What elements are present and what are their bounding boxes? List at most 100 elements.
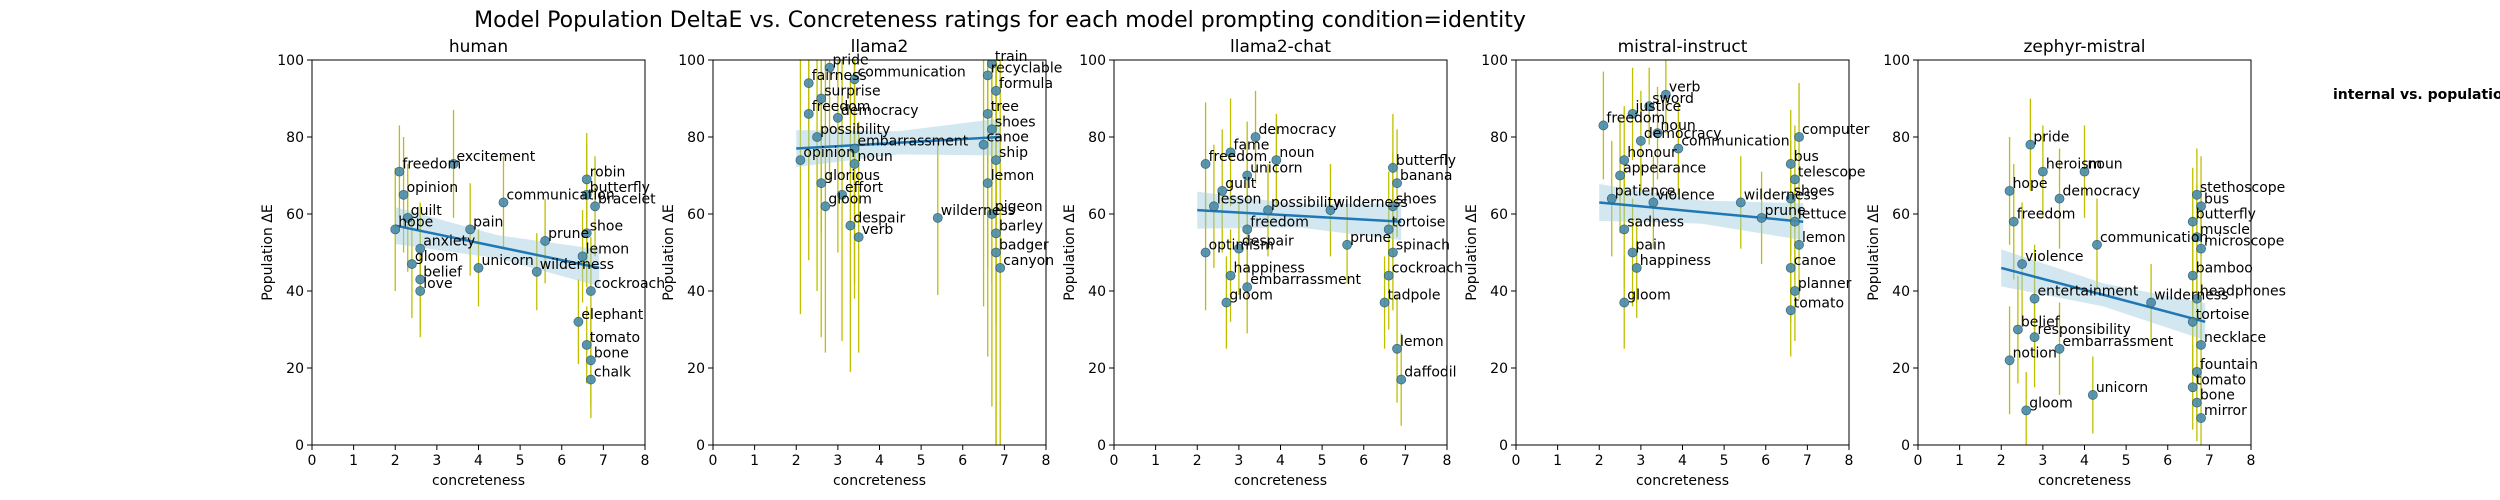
point-label: unicorn bbox=[2096, 380, 2148, 396]
data-point bbox=[991, 247, 1001, 258]
x-tick-label: 1 bbox=[349, 453, 358, 469]
plot-area bbox=[1598, 60, 1804, 357]
data-point bbox=[1242, 282, 1253, 293]
x-tick-label: 8 bbox=[2247, 453, 2256, 469]
point-label: hope bbox=[2013, 176, 2048, 192]
data-point bbox=[991, 155, 1001, 166]
y-tick-label: 60 bbox=[1088, 207, 1106, 223]
point-label: canoe bbox=[987, 130, 1029, 146]
x-tick-label: 5 bbox=[516, 453, 525, 469]
x-tick-label: 8 bbox=[1042, 453, 1051, 469]
data-point bbox=[845, 220, 856, 231]
data-point bbox=[1789, 216, 1800, 227]
point-label: formula bbox=[999, 76, 1053, 92]
x-axis-label: concreteness bbox=[2038, 473, 2131, 489]
data-point bbox=[531, 266, 542, 277]
point-label: banana bbox=[1400, 168, 1452, 184]
data-point bbox=[1263, 205, 1273, 216]
x-axis-label: concreteness bbox=[1636, 473, 1729, 489]
data-point bbox=[1635, 135, 1646, 146]
y-axis-label: Population ΔE bbox=[1062, 204, 1078, 300]
panel-title: zephyr-mistral bbox=[2024, 37, 2146, 57]
y-axis-label: Population ΔE bbox=[260, 204, 276, 300]
data-point bbox=[795, 155, 806, 166]
point-label: robin bbox=[590, 164, 626, 180]
x-tick-label: 0 bbox=[1110, 453, 1119, 469]
x-tick-label: 1 bbox=[750, 453, 759, 469]
data-point bbox=[849, 143, 860, 154]
point-label: responsibility bbox=[2038, 322, 2131, 338]
y-tick-label: 20 bbox=[687, 361, 705, 377]
x-tick-label: 6 bbox=[1359, 453, 1368, 469]
data-point bbox=[1785, 193, 1796, 204]
point-label: gloom bbox=[828, 191, 872, 207]
data-point bbox=[2191, 397, 2202, 408]
point-label: bus bbox=[1794, 149, 1819, 165]
point-label: butterfly bbox=[2196, 207, 2256, 223]
data-point bbox=[1619, 224, 1630, 235]
data-point bbox=[2087, 390, 2098, 400]
data-point bbox=[1383, 270, 1394, 281]
data-point bbox=[448, 159, 459, 169]
data-point bbox=[402, 212, 413, 223]
data-point bbox=[1794, 132, 1804, 142]
x-tick-label: 3 bbox=[1636, 453, 1645, 469]
data-point bbox=[585, 355, 596, 366]
data-point bbox=[2013, 324, 2023, 335]
y-tick-label: 40 bbox=[1892, 284, 1910, 300]
point-label: freedom bbox=[812, 99, 871, 115]
y-tick-label: 60 bbox=[1892, 207, 1910, 223]
point-label: patience bbox=[1615, 184, 1676, 200]
point-label: pride bbox=[833, 53, 869, 69]
point-label: barley bbox=[999, 218, 1043, 234]
point-label: stethoscope bbox=[2200, 180, 2285, 196]
x-tick-label: 8 bbox=[641, 453, 650, 469]
data-point bbox=[498, 197, 509, 208]
plot-area bbox=[795, 60, 1006, 445]
data-point bbox=[1606, 193, 1617, 204]
y-tick-label: 60 bbox=[1490, 207, 1508, 223]
data-point bbox=[415, 243, 426, 254]
point-label: fame bbox=[1234, 137, 1270, 153]
point-label: shoes bbox=[995, 114, 1036, 130]
point-label: tortoise bbox=[1392, 214, 1446, 230]
point-label: lemon bbox=[1802, 230, 1846, 246]
panel-title: llama2-chat bbox=[1230, 37, 1331, 57]
x-tick-label: 2 bbox=[391, 453, 400, 469]
x-tick-label: 0 bbox=[1512, 453, 1521, 469]
data-point bbox=[812, 132, 822, 142]
point-label: gloom bbox=[415, 249, 459, 265]
panel-title: human bbox=[449, 37, 508, 57]
x-tick-label: 4 bbox=[1276, 453, 1285, 469]
point-label: shoes bbox=[1794, 184, 1835, 200]
point-label: planner bbox=[1798, 276, 1852, 292]
data-point bbox=[986, 60, 997, 69]
x-tick-label: 0 bbox=[1914, 453, 1923, 469]
point-label: butterfly bbox=[590, 180, 650, 196]
point-label: fairness bbox=[812, 68, 867, 84]
data-point bbox=[1217, 185, 1228, 196]
x-tick-label: 7 bbox=[1000, 453, 1009, 469]
y-tick-label: 20 bbox=[1490, 361, 1508, 377]
point-label: tomato bbox=[2196, 372, 2246, 388]
y-tick-label: 20 bbox=[1088, 361, 1106, 377]
data-point bbox=[581, 174, 592, 185]
point-label: violence bbox=[1656, 187, 1714, 203]
point-label: love bbox=[423, 276, 452, 292]
data-point bbox=[986, 124, 997, 135]
point-label: possibility bbox=[1271, 195, 1341, 211]
x-tick-label: 2 bbox=[1595, 453, 1604, 469]
data-point bbox=[986, 209, 997, 219]
data-point bbox=[2004, 185, 2015, 196]
point-label: noun bbox=[2088, 157, 2123, 173]
point-label: possibility bbox=[820, 122, 890, 138]
x-tick-label: 4 bbox=[1678, 453, 1687, 469]
data-point bbox=[1648, 197, 1659, 208]
point-label: notion bbox=[2013, 345, 2057, 361]
y-tick-label: 100 bbox=[678, 53, 705, 69]
data-point bbox=[820, 201, 831, 212]
data-point bbox=[853, 232, 864, 243]
data-point bbox=[577, 251, 588, 262]
